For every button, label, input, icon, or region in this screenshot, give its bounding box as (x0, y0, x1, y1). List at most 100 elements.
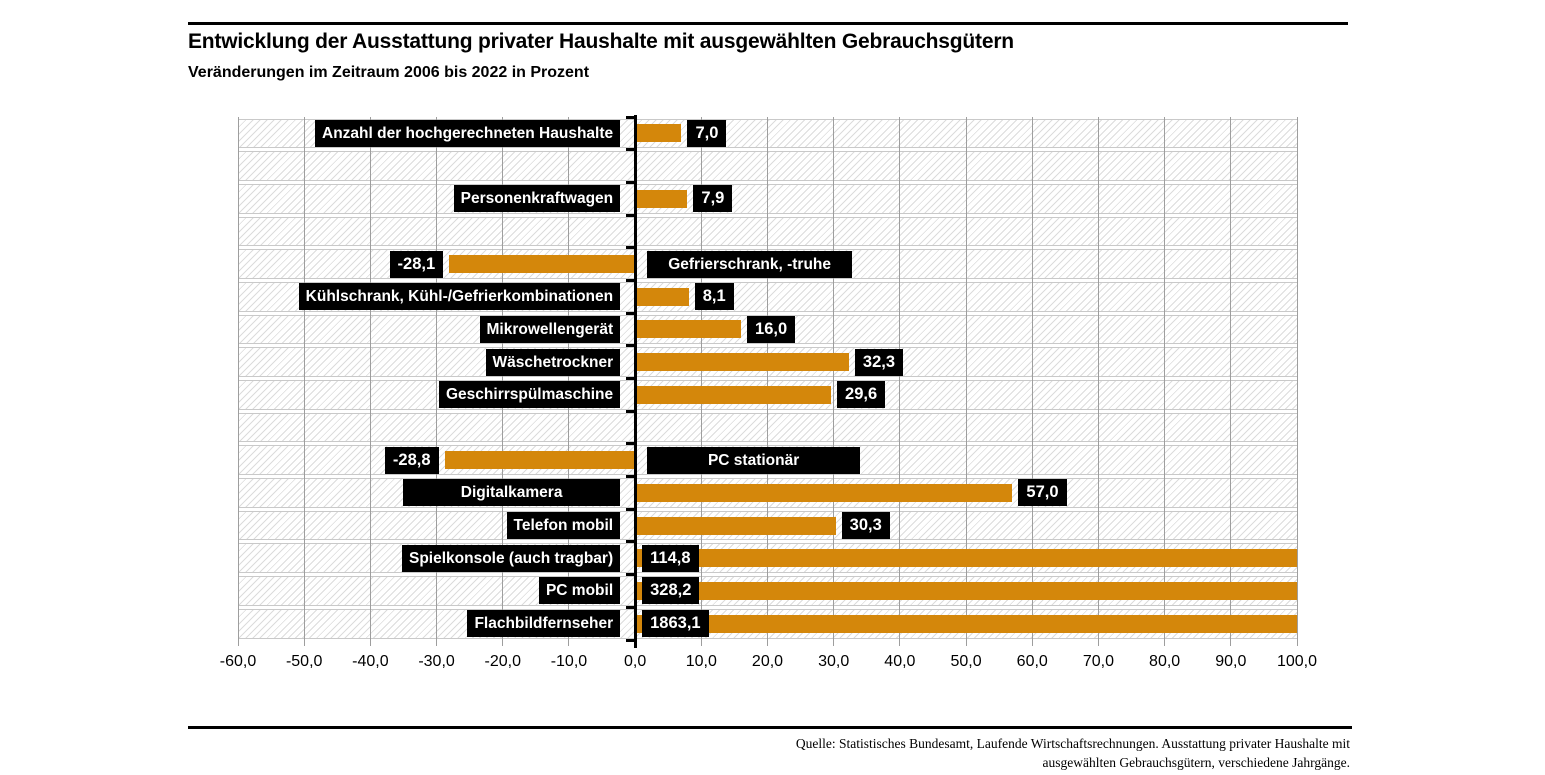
value-label: 328,2 (642, 577, 700, 605)
grid-tick (899, 640, 901, 646)
bar (635, 320, 742, 339)
bar (635, 353, 849, 372)
bar (635, 287, 689, 306)
category-label: Telefon mobil (506, 512, 621, 540)
category-label: Digitalkamera (403, 479, 621, 507)
grid-tick (502, 640, 504, 646)
gridline (700, 117, 702, 640)
axis-tick (625, 605, 634, 609)
bar (635, 549, 1297, 568)
gridline (369, 117, 371, 640)
top-rule (188, 22, 1348, 25)
axis-tick (625, 475, 634, 479)
bar (635, 581, 1297, 600)
value-label: 29,6 (837, 381, 886, 409)
axis-tick (625, 246, 634, 250)
x-tick-label: 50,0 (950, 653, 982, 670)
bar (635, 483, 1013, 502)
value-label: 32,3 (854, 348, 904, 376)
axis-tick (625, 148, 634, 152)
grid-tick (568, 640, 570, 646)
grid-tick (1097, 640, 1099, 646)
value-label: -28,1 (389, 250, 444, 278)
gridline (502, 117, 504, 640)
category-label: PC mobil (538, 577, 621, 605)
value-label: 57,0 (1018, 479, 1067, 507)
bar (444, 451, 636, 470)
axis-tick (625, 638, 634, 642)
gridline (1031, 117, 1033, 640)
category-label: Geschirrspülmaschine (439, 381, 621, 409)
bar (635, 614, 1297, 633)
gridline (1097, 117, 1099, 640)
bottom-rule (188, 726, 1352, 729)
source-line-1: Quelle: Statistisches Bundesamt, Laufend… (795, 736, 1350, 751)
x-tick-label: -40,0 (352, 653, 389, 670)
grid-tick (767, 640, 768, 646)
value-label: 8,1 (694, 283, 734, 311)
x-tick-label: 30,0 (818, 653, 850, 670)
gridline (833, 117, 835, 640)
grid-tick (833, 640, 835, 646)
value-label: 1863,1 (642, 610, 709, 638)
x-tick-label: -60,0 (219, 653, 257, 670)
category-label: PC stationär (647, 446, 861, 474)
grid-tick (237, 640, 239, 646)
category-label: Gefrierschrank, -truhe (647, 250, 853, 278)
page-title: Entwicklung der Ausstattung privater Hau… (188, 30, 1014, 53)
axis-tick (625, 377, 634, 380)
grid-tick (369, 640, 371, 646)
source-note: Quelle: Statistisches Bundesamt, Laufend… (700, 734, 1350, 772)
grid-tick (1230, 640, 1232, 646)
gridline (899, 117, 901, 640)
x-tick-label: -10,0 (550, 653, 588, 670)
bar (635, 516, 836, 535)
category-label: Wäschetrockner (485, 348, 621, 376)
value-label: 7,9 (693, 185, 733, 213)
category-label: Mikrowellengerät (479, 315, 621, 343)
value-label: 16,0 (747, 315, 796, 343)
grid-tick (436, 640, 438, 646)
zero-axis (633, 115, 637, 648)
axis-tick (625, 213, 634, 217)
axis-tick (625, 344, 634, 348)
gridline (965, 117, 967, 640)
axis-tick (625, 115, 634, 119)
gridline (1296, 117, 1298, 640)
x-tick-label: 70,0 (1082, 653, 1114, 670)
category-label: Spielkonsole (auch tragbar) (401, 544, 621, 572)
bar (635, 189, 688, 208)
grid-tick (303, 640, 305, 646)
gridline (436, 117, 438, 640)
x-tick-label: 0,0 (624, 653, 647, 670)
page-subtitle: Veränderungen im Zeitraum 2006 bis 2022 … (188, 64, 590, 81)
axis-tick (625, 180, 634, 184)
axis-tick (625, 507, 634, 511)
axis-tick (625, 442, 634, 446)
category-label: Personenkraftwagen (453, 185, 621, 213)
grid-tick (700, 640, 702, 646)
x-tick-label: 40,0 (884, 653, 916, 670)
grid-tick (1296, 640, 1298, 646)
bar (635, 124, 682, 143)
gridline (303, 117, 305, 640)
grid-tick (1031, 640, 1033, 646)
plot-area: Anzahl der hochgerechneten Haushalte 7,0 P… (237, 115, 1298, 648)
bar (449, 255, 636, 274)
value-label: 30,3 (841, 512, 890, 540)
x-tick-label: 60,0 (1016, 653, 1048, 670)
gridline (1230, 117, 1232, 640)
source-line-2: ausgewählten Gebrauchsgütern, verschiede… (1042, 755, 1350, 770)
gridline (767, 117, 768, 640)
category-label: Flachbildfernseher (467, 610, 621, 638)
x-tick-label: 100,0 (1276, 653, 1318, 670)
gridline (568, 117, 570, 640)
x-tick-label: -50,0 (285, 653, 323, 670)
axis-tick (625, 278, 634, 282)
axis-tick (625, 573, 634, 577)
x-tick-label: -20,0 (484, 653, 521, 670)
grid-tick (965, 640, 967, 646)
value-label: 114,8 (642, 544, 699, 572)
category-label: Kühlschrank, Kühl-/Gefrierkombinationen (298, 283, 621, 311)
category-label: Anzahl der hochgerechneten Haushalte (315, 119, 621, 147)
